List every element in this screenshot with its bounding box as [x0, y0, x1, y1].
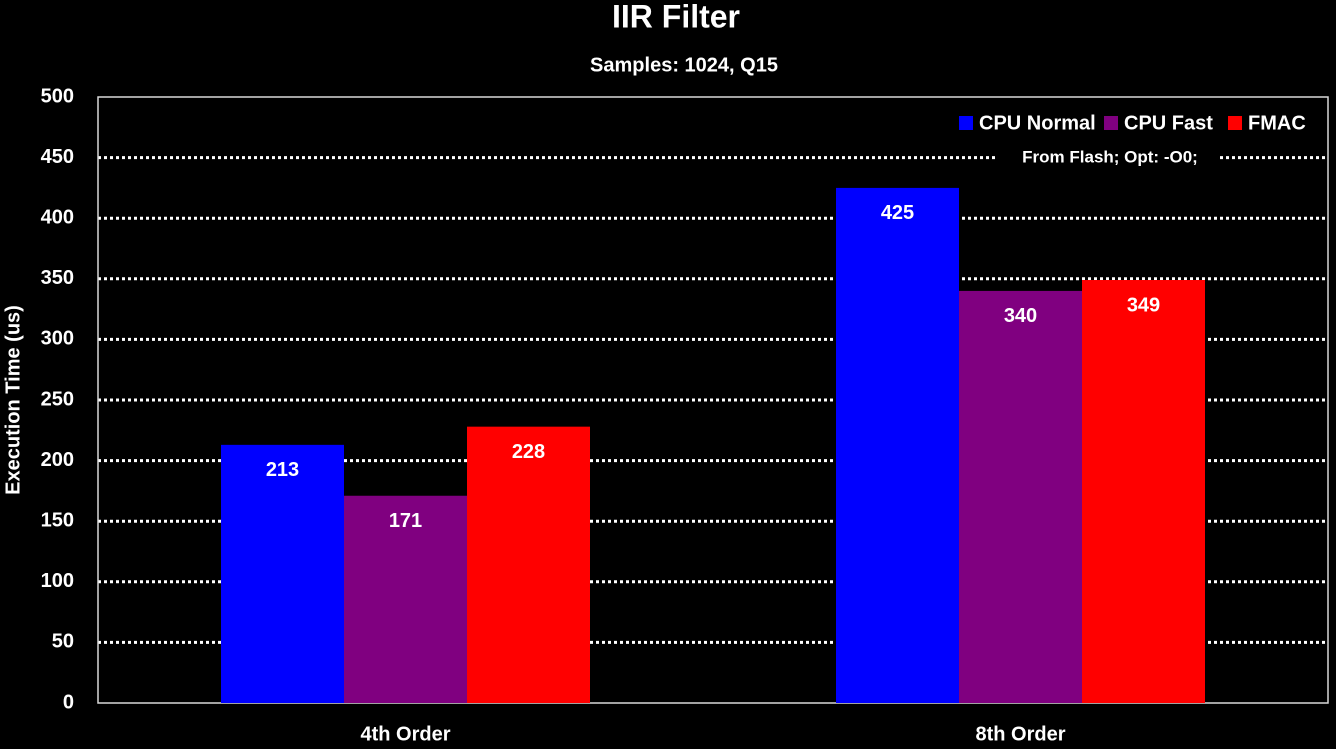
- bar: [344, 495, 467, 703]
- annotation: From Flash; Opt: -O0;: [1022, 147, 1198, 166]
- y-tick-label: 0: [63, 691, 74, 713]
- x-tick-label: 4th Order: [360, 723, 450, 745]
- data-label: 340: [1004, 305, 1037, 327]
- data-label: 425: [881, 202, 914, 224]
- data-label: 213: [266, 459, 299, 481]
- y-axis-label: Execution Time (us): [2, 305, 24, 495]
- plot-border: [97, 96, 1329, 704]
- bar: [836, 187, 959, 703]
- legend-swatch: [1228, 116, 1242, 130]
- bar: [467, 426, 590, 703]
- bar: [959, 290, 1082, 703]
- bar: [221, 444, 344, 703]
- y-tick-label: 100: [41, 570, 74, 592]
- y-tick-label: 200: [41, 449, 74, 471]
- data-label: 228: [512, 441, 545, 463]
- y-tick-label: 250: [41, 388, 74, 410]
- y-tick-label: 350: [41, 267, 74, 289]
- y-tick-label: 450: [41, 146, 74, 168]
- legend-swatch: [959, 116, 973, 130]
- chart-subtitle: Samples: 1024, Q15: [590, 54, 778, 76]
- legend-label: CPU Fast: [1124, 112, 1213, 134]
- data-label: 349: [1127, 294, 1160, 316]
- x-tick-label: 8th Order: [975, 723, 1065, 745]
- bar: [1082, 280, 1205, 703]
- y-tick-label: 500: [41, 85, 74, 107]
- data-label: 171: [389, 510, 422, 532]
- y-tick-label: 300: [41, 328, 74, 350]
- legend-label: CPU Normal: [979, 112, 1096, 134]
- y-tick-label: 400: [41, 206, 74, 228]
- annotation-bg: [995, 145, 1220, 171]
- y-tick-label: 50: [52, 631, 74, 653]
- chart-title: IIR Filter: [612, 0, 740, 34]
- legend-swatch: [1104, 116, 1118, 130]
- y-tick-label: 150: [41, 509, 74, 531]
- legend-label: FMAC: [1248, 112, 1306, 134]
